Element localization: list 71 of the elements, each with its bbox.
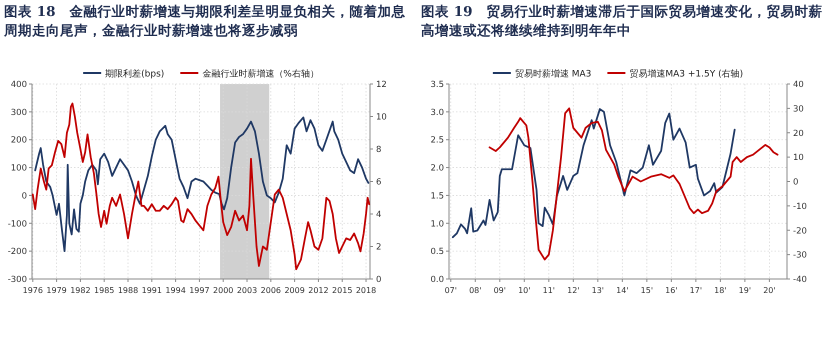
x-tick-label: 07' [444, 286, 457, 295]
y2-tick-label: 0 [793, 178, 798, 188]
x-tick-label: 19' [738, 286, 752, 295]
y2-tick-label: 10 [376, 112, 387, 122]
y-tick-label: 1.5 [430, 191, 444, 202]
y2-tick-label: -10 [793, 202, 807, 212]
legend-label: 金融行业时薪增速（%右轴） [202, 68, 319, 80]
x-tick-label: 14' [616, 286, 629, 295]
x-tick-label: 15' [640, 286, 654, 295]
x-tick-label: 2003 [236, 286, 258, 295]
y2-tick-label: 0 [376, 275, 382, 285]
y-tick-label: 300 [10, 108, 27, 118]
x-tick-label: 2009 [284, 286, 305, 295]
line-series [32, 102, 370, 270]
x-tick-label: 13' [592, 286, 604, 295]
y-tick-label: 0 [22, 191, 27, 202]
y-tick-label: 100 [10, 164, 27, 174]
y2-tick-label: 10 [793, 153, 804, 164]
line-series [34, 116, 370, 252]
y2-tick-label: -40 [793, 275, 807, 285]
x-tick-label: 08' [469, 286, 482, 295]
y-tick-label: 0.5 [430, 247, 444, 258]
y-tick-label: 1.0 [430, 219, 444, 230]
y-tick-label: 3.5 [430, 80, 444, 90]
line-series [488, 107, 778, 260]
y2-tick-label: 12 [376, 80, 387, 90]
y2-tick-label: -20 [793, 226, 807, 236]
chart-title: 图表 19 贸易行业时薪增速滞后于国际贸易增速变化，贸易时薪高增速或还将继续维持到明年年中 [421, 3, 823, 41]
x-tick-label: 1988 [118, 286, 138, 295]
x-tick-label: 1982 [70, 286, 91, 295]
y-tick-label: 3.0 [430, 108, 444, 118]
x-tick-label: 1985 [94, 286, 114, 295]
y-tick-label: 2.0 [430, 164, 444, 174]
x-tick-label: 16' [665, 286, 678, 295]
x-tick-label: 17' [690, 286, 702, 295]
x-tick-label: 2012 [308, 286, 329, 295]
x-tick-label: 1979 [46, 286, 67, 295]
x-tick-label: 2000 [213, 286, 234, 295]
y-tick-label: 200 [10, 136, 27, 146]
x-tick-label: 20' [763, 286, 776, 295]
chart-title: 图表 18 金融行业时薪增速与期限利差呈明显负相关，随着加息周期走向尾声，金融行业时薪增速也将逐步减弱 [4, 3, 406, 41]
x-tick-label: 2006 [260, 286, 281, 295]
y-tick-label: 0.0 [430, 275, 444, 285]
legend-label: 贸易时薪增速 MA3 [514, 68, 592, 80]
y2-tick-label: 20 [793, 128, 804, 139]
line-series [452, 108, 736, 238]
legend-label: 期限利差(bps) [105, 68, 164, 80]
y-tick-label: -300 [8, 275, 27, 285]
y-tick-label: -100 [8, 219, 27, 230]
y2-tick-label: 8 [376, 145, 382, 155]
y-tick-label: -200 [8, 247, 27, 258]
legend-label: 贸易增速MA3 +1.5Y (右轴) [629, 68, 744, 80]
y2-tick-label: 40 [793, 80, 804, 90]
x-tick-label: 2018 [356, 286, 376, 295]
x-tick-label: 11' [542, 286, 556, 295]
x-tick-label: 10' [518, 286, 530, 295]
y2-tick-label: 4 [376, 210, 382, 220]
x-tick-label: 1994 [165, 286, 186, 295]
y2-tick-label: 2 [376, 242, 382, 252]
x-tick-label: 1997 [189, 286, 210, 295]
x-tick-label: 12' [567, 286, 580, 295]
x-tick-label: 09' [494, 286, 506, 295]
x-tick-label: 1976 [22, 286, 43, 295]
y2-tick-label: 6 [376, 178, 382, 188]
x-tick-label: 2015 [332, 286, 352, 295]
x-tick-label: 1991 [142, 286, 162, 295]
y2-tick-label: -30 [793, 250, 807, 261]
y-tick-label: 2.5 [430, 136, 444, 146]
y2-tick-label: 30 [793, 104, 804, 114]
y-tick-label: 400 [10, 80, 27, 90]
x-tick-label: 18' [714, 286, 727, 295]
